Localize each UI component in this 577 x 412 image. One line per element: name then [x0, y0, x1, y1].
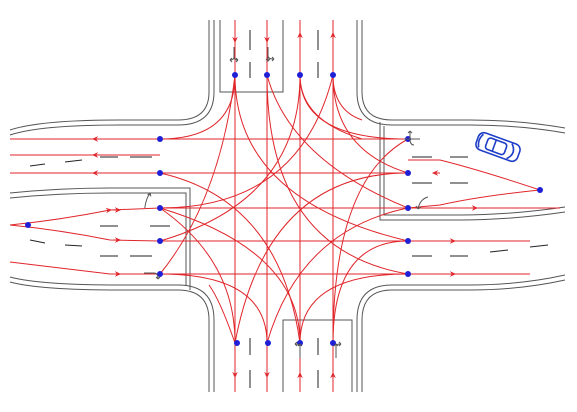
- south-median: [282, 319, 353, 392]
- east-median-inner: [383, 126, 566, 216]
- waypoint-east-5: [405, 271, 411, 277]
- waypoint-south-4: [330, 340, 336, 346]
- road-edges: [9, 20, 566, 392]
- west-median-inner: [9, 192, 187, 286]
- lane-arrow-icons: [144, 47, 429, 358]
- car-icon: [475, 131, 521, 163]
- waypoint-east-4: [405, 238, 411, 244]
- trajectories: [9, 20, 560, 392]
- left-turn-arrow-icon: [415, 196, 429, 210]
- east-median: [379, 122, 566, 221]
- waypoint-south-2: [265, 340, 271, 346]
- waypoint-west-3: [157, 205, 163, 211]
- west-median: [9, 187, 191, 290]
- trajectory-west-ramp-3: [9, 261, 160, 275]
- right-turn-arrow-icon: [333, 341, 342, 358]
- right-turn-arrow-icon: [144, 272, 161, 280]
- south-arm-left-edge: [9, 281, 210, 392]
- waypoint-north-4: [330, 72, 336, 78]
- trajectory-east-ramp: [407, 189, 541, 209]
- waypoint-east-2: [405, 170, 411, 176]
- trajectory-west-ramp-1: [9, 207, 161, 226]
- north-median: [219, 20, 284, 93]
- waypoint-south-1: [234, 340, 240, 346]
- north-arm-left-edge-inner: [9, 20, 215, 136]
- waypoint-west-entry: [25, 222, 31, 228]
- straight-right-turn-arrow-icon: [265, 47, 275, 62]
- south-arm-right-edge: [361, 279, 566, 392]
- left-turn-arrow-icon: [294, 341, 303, 358]
- north-arm-left-edge: [9, 20, 210, 131]
- left-turn-arrow-icon: [144, 192, 152, 209]
- waypoint-east-3: [405, 205, 411, 211]
- trajectory-east-ramp-2: [408, 159, 541, 191]
- waypoint-north-1: [232, 72, 238, 78]
- waypoint-north-3: [297, 72, 303, 78]
- waypoint-west-2: [157, 170, 163, 176]
- waypoint-west-4: [157, 238, 163, 244]
- waypoint-west-1: [157, 136, 163, 142]
- north-arm-right-edge-inner: [356, 20, 566, 134]
- left-right-turn-arrow-icon: [229, 47, 239, 63]
- south-arm-right-edge-inner: [356, 274, 566, 392]
- south-arm-left-edge-inner: [9, 276, 215, 392]
- waypoint-east-entry: [537, 187, 543, 193]
- trajectory-west-ramp-2: [9, 224, 161, 242]
- waypoint-west-5: [157, 271, 163, 277]
- waypoint-north-2: [264, 72, 270, 78]
- north-arm-right-edge: [361, 20, 566, 129]
- left-right-turn-arrow-icon: [404, 130, 420, 146]
- lane-markings: [29, 30, 549, 388]
- waypoints: [25, 72, 543, 346]
